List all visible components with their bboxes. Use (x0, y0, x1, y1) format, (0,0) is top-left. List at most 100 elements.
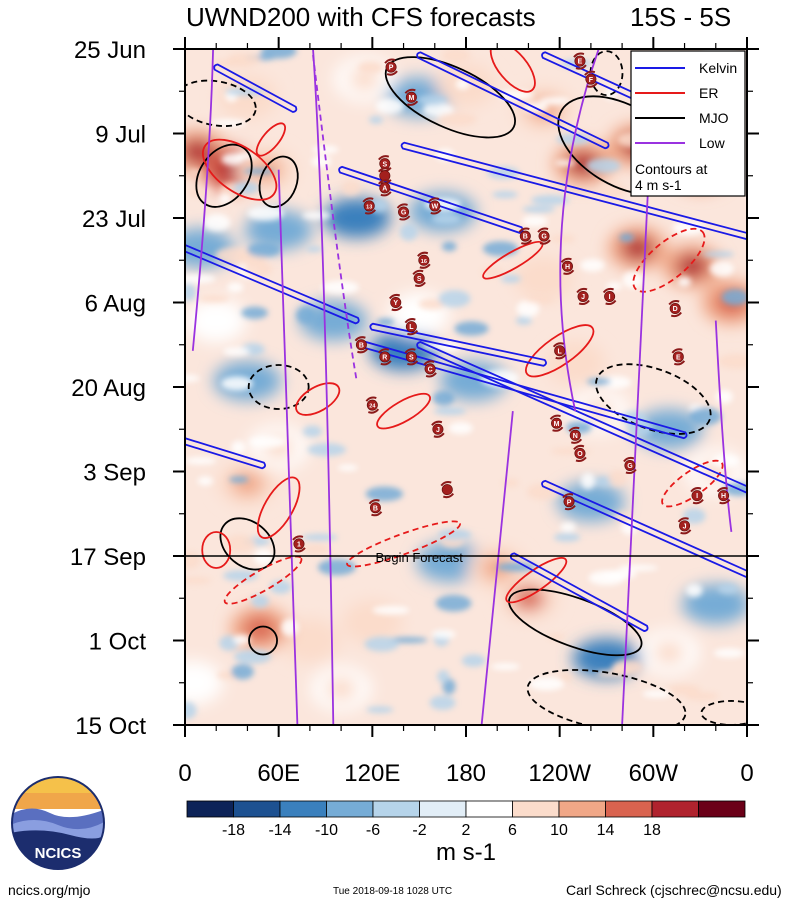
kelvin-contour (416, 51, 610, 150)
legend-note: 4 m s-1 (635, 177, 682, 193)
cool-patch (364, 636, 400, 652)
cool-patch (586, 158, 621, 174)
storm-label: G (627, 463, 633, 470)
er-contour (346, 520, 461, 568)
low-frequency-contour (480, 411, 514, 725)
kelvin-contour (185, 244, 360, 325)
cool-patch (721, 289, 747, 306)
colorbar: -18 -14 -10 -6 -2 2 6 10 14 18 m s-1 (186, 800, 746, 866)
cool-patch (306, 246, 323, 253)
warm-patch (185, 274, 216, 284)
colorbar-label: 2 (462, 822, 471, 839)
storm-arm (378, 167, 390, 173)
storm-arm (396, 203, 408, 209)
cold-anomaly (299, 300, 368, 341)
storm-label: 24 (369, 404, 376, 410)
er-contour (255, 122, 287, 157)
storm-marker: Y (388, 293, 403, 312)
warm-anomaly-core (528, 266, 561, 291)
kelvin-contour (185, 437, 266, 470)
cool-patch (454, 321, 489, 336)
storm-label: S (409, 354, 414, 361)
cool-patch (269, 580, 292, 594)
warm-patch (218, 193, 232, 204)
storm-arm (578, 299, 590, 306)
warm-patch (341, 180, 361, 196)
cool-patch (429, 695, 456, 710)
storm-arm (362, 197, 374, 203)
colorbar-swatch (651, 800, 699, 818)
storm-arm (584, 70, 596, 76)
footer-author: Carl Schreck (cjschrec@ncsu.edu) (566, 882, 782, 898)
warm-patch (185, 551, 201, 569)
storm-icon (366, 399, 378, 411)
storm-arm (368, 499, 380, 505)
storm-icon (398, 206, 410, 218)
kelvin-contour (213, 63, 298, 113)
x-tick-label: 0 (178, 760, 191, 787)
storm-marker: 24 (365, 396, 380, 414)
cool-patch (717, 583, 739, 595)
warm-patch (227, 282, 244, 293)
storm-arm (378, 348, 390, 354)
storm-arm (692, 498, 704, 505)
x-tick-label: 60W (629, 760, 679, 787)
storm-marker: P (384, 58, 398, 76)
y-tick-label: 25 Jun (74, 37, 146, 64)
storm-icon (355, 339, 367, 351)
storm-arm (690, 487, 702, 493)
storm-marker: M (404, 88, 419, 106)
x-tick-label: 0 (740, 760, 753, 787)
storm-arm (357, 348, 369, 354)
storm-marker: W (427, 197, 442, 215)
storm-icon (574, 55, 586, 67)
low-frequency-contour (191, 49, 214, 351)
storm-arm (378, 155, 390, 161)
storm-arm (433, 432, 445, 438)
warm-patch (223, 347, 250, 356)
warm-patch (618, 564, 659, 571)
kelvin-contour (400, 141, 747, 240)
storm-marker: O (573, 444, 587, 462)
cool-patch (522, 205, 556, 213)
storm-arm (365, 396, 377, 402)
storm-label: J (581, 294, 585, 301)
storm-icon (551, 417, 563, 429)
cool-patch (586, 378, 611, 385)
storm-marker: L (404, 318, 419, 336)
storm-label: M (554, 421, 560, 428)
storm-arm (623, 456, 635, 463)
storm-arm (671, 348, 683, 354)
storm-marker: A (378, 179, 392, 197)
footer-url[interactable]: ncics.org/mjo (8, 882, 91, 898)
cool-patch (437, 529, 472, 541)
storm-arm (537, 227, 549, 233)
warm-patch (311, 155, 332, 168)
storm-marker: H (560, 257, 575, 275)
storm-icon (441, 484, 453, 496)
storm-icon (405, 351, 417, 363)
cool-patch (296, 306, 316, 324)
mjo-contour (185, 79, 257, 127)
storm-arm (552, 342, 564, 348)
storm-label: O (577, 451, 583, 458)
storm-icon (669, 303, 681, 315)
cool-patch (185, 701, 197, 720)
cool-patch (369, 115, 384, 124)
warm-anomaly-core (325, 676, 358, 701)
warm-patch (580, 258, 605, 272)
storm-arm (414, 281, 426, 287)
storm-arm (677, 517, 689, 523)
storm-arm (602, 287, 614, 294)
storm-marker: L (552, 342, 567, 360)
warm-patch (441, 49, 471, 63)
storm-marker: G (396, 203, 411, 221)
cool-patch (492, 191, 518, 199)
storm-label: A (382, 185, 387, 192)
storm-arm (378, 179, 390, 185)
cool-patch (302, 533, 338, 541)
storm-arm (292, 535, 304, 541)
cool-patch (246, 242, 281, 258)
cool-patch (241, 306, 269, 319)
colorbar-swatch (372, 800, 420, 818)
